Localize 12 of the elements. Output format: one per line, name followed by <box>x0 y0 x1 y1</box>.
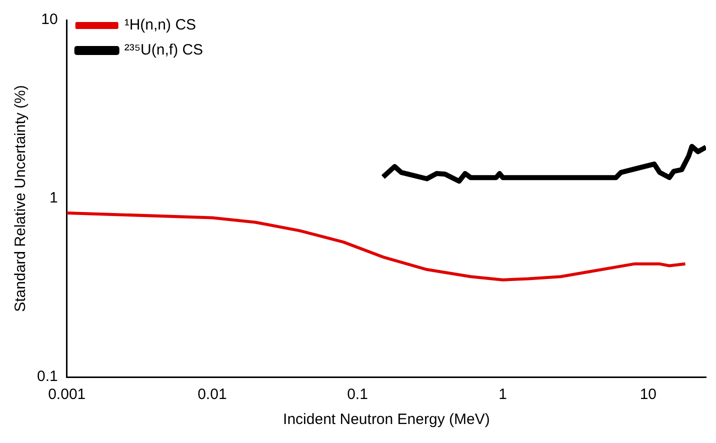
y-axis-title: Standard Relative Uncertainty (%) <box>12 85 30 312</box>
x-tick-label: 1 <box>498 386 508 404</box>
legend-label: ¹H(n,n) CS <box>124 16 196 34</box>
x-axis-title: Incident Neutron Energy (MeV) <box>283 411 490 428</box>
x-tick-label: 10 <box>640 386 657 404</box>
y-tick-label: 1 <box>50 190 58 207</box>
y-tick-label: 0.1 <box>36 368 58 386</box>
legend-label: ²³⁵U(n,f) CS <box>124 42 204 59</box>
x-tick-label: 0.01 <box>198 386 227 404</box>
y-tick-label: 10 <box>41 11 58 28</box>
x-tick-label: 0.1 <box>347 386 368 404</box>
x-tick-label: 0.001 <box>48 386 86 404</box>
